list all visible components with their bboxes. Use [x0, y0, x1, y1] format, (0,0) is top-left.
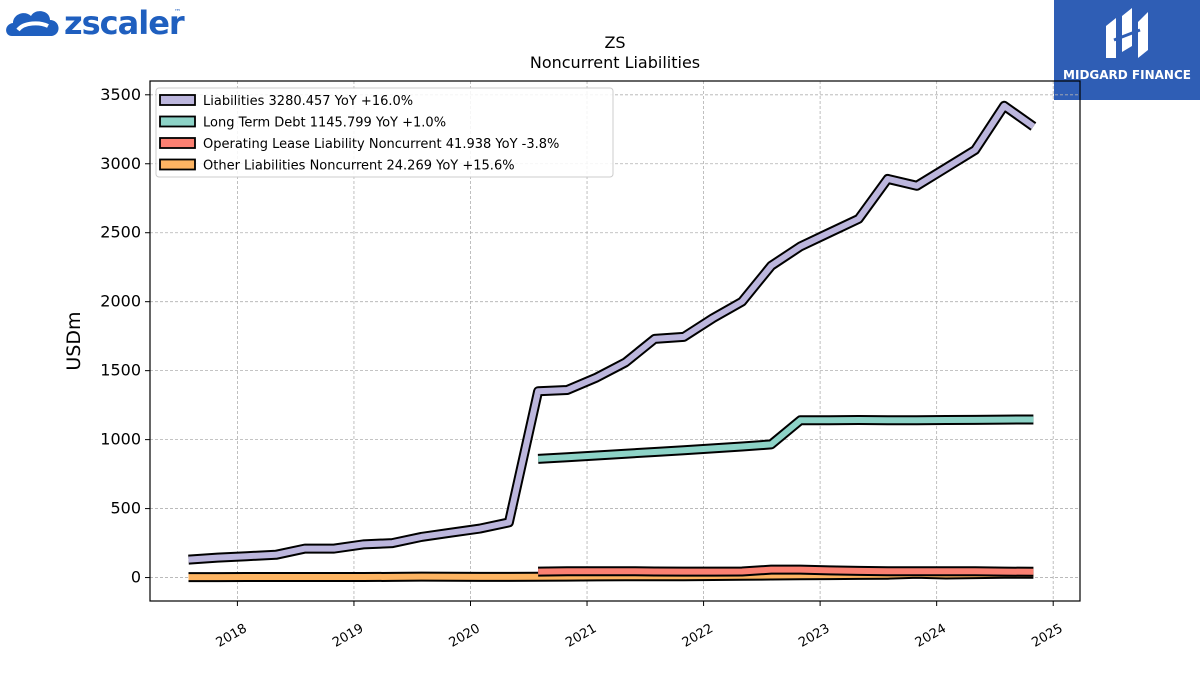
legend-swatch — [159, 137, 196, 149]
legend-swatch — [159, 115, 196, 128]
legend-box — [155, 87, 614, 178]
x-tick-label: 2020 — [447, 621, 483, 651]
y-tick-label: 0 — [131, 568, 141, 587]
series-line-3 — [538, 566, 1034, 575]
x-tick-label: 2024 — [913, 621, 949, 651]
y-tick-label: 3500 — [100, 85, 141, 104]
legend-label: Operating Lease Liability Noncurrent 41.… — [203, 137, 559, 152]
legend-label: Long Term Debt 1145.799 YoY +1.0% — [203, 116, 446, 131]
series-layer — [188, 100, 1037, 583]
y-tick-label: 2000 — [100, 292, 141, 311]
y-axis-label: USDm — [63, 311, 85, 370]
x-tick-label: 2023 — [796, 621, 832, 651]
y-tick-label: 3000 — [100, 154, 141, 173]
legend: Liabilities 3280.457 YoY +16.0% Long Term… — [155, 87, 614, 178]
chart-title: ZS — [604, 33, 625, 52]
plot-frame — [149, 80, 1081, 602]
chart-subtitle: Noncurrent Liabilities — [530, 53, 700, 72]
x-tick-label: 2019 — [330, 621, 366, 651]
x-tick-label: 2025 — [1029, 621, 1065, 651]
x-tick-label: 2018 — [214, 621, 250, 651]
x-tick-label: 2022 — [680, 621, 716, 651]
brand-name: zscaler — [64, 4, 185, 42]
y-tick-label: 1500 — [100, 361, 141, 380]
legend-label: Other Liabilities Noncurrent 24.269 YoY … — [203, 159, 515, 174]
legend-swatch — [159, 94, 196, 106]
zscaler-logo: zscaler ™ — [4, 2, 185, 46]
legend-label: Liabilities 3280.457 YoY +16.0% — [203, 94, 413, 109]
publisher-name: MIDGARD FINANCE — [1063, 68, 1191, 82]
y-tick-label: 500 — [110, 499, 141, 518]
series-line-2 — [537, 416, 1034, 462]
y-tick-label: 1000 — [100, 430, 141, 449]
cloud-logo-icon — [6, 11, 59, 37]
x-tick-label: 2021 — [563, 621, 599, 651]
legend-swatch — [159, 158, 196, 171]
trademark-mark: ™ — [174, 8, 181, 16]
y-tick-label: 2500 — [100, 223, 141, 242]
midgard-logo-icon — [1106, 8, 1148, 58]
publisher-badge: MIDGARD FINANCE — [1054, 0, 1200, 100]
series-line-1 — [188, 102, 1036, 563]
